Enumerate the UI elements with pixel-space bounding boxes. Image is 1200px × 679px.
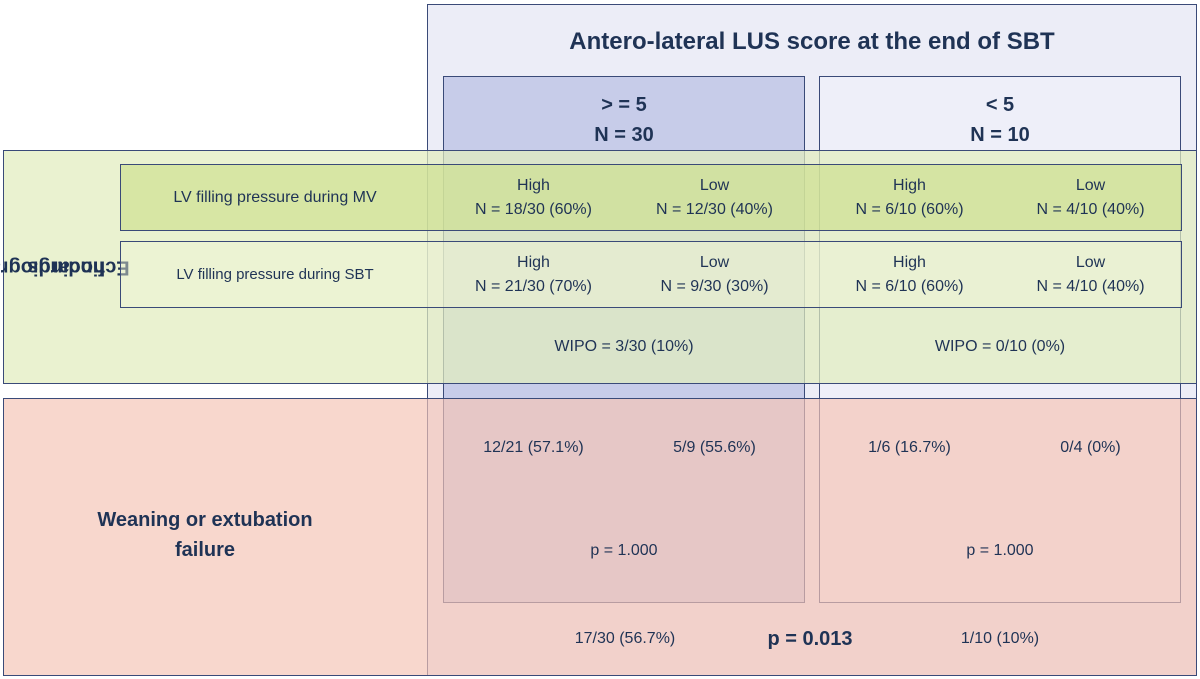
row-mv-label: LV filling pressure during MV [173, 188, 377, 206]
mv-cell-high-high: High N = 18/30 (60%) [443, 164, 624, 231]
cell-level: High [893, 176, 926, 194]
failure-p-low: p = 1.000 [966, 542, 1034, 559]
column-low-header: < 5 N = 10 [819, 88, 1181, 152]
failure-total-high: 17/30 (56.7%) [574, 630, 676, 647]
cell-level: Low [699, 253, 730, 271]
cell-value: N = 6/10 (60%) [855, 200, 964, 218]
cell-value: N = 9/30 (30%) [660, 277, 769, 295]
row-sbt-label: LV filling pressure during SBT [176, 266, 374, 283]
echo-findings-label: Echocardiographic findings [0, 150, 130, 384]
diagram-title: Antero-lateral LUS score at the end of S… [569, 28, 1055, 55]
failure-total-low: 1/10 (10%) [960, 630, 1040, 647]
failure-subgroup-high-high: 12/21 (57.1%) [483, 439, 584, 456]
cell-value: N = 6/10 (60%) [855, 277, 964, 295]
cell-level: Low [1075, 176, 1106, 194]
sbt-cell-high-low: Low N = 9/30 (30%) [624, 241, 805, 308]
column-high-count: N = 30 [594, 124, 654, 146]
failure-label-line1: Weaning or extubation [97, 509, 313, 531]
weaning-failure-band [3, 398, 1197, 676]
cell-value: N = 4/10 (40%) [1036, 200, 1145, 218]
sbt-cell-high-high: High N = 21/30 (70%) [443, 241, 624, 308]
sbt-cell-low-low: Low N = 4/10 (40%) [1000, 241, 1181, 308]
sbt-cell-low-high: High N = 6/10 (60%) [819, 241, 1000, 308]
cell-level: High [517, 176, 550, 194]
wipo-low: WIPO = 0/10 (0%) [934, 338, 1066, 355]
failure-subgroup-high-low: 5/9 (55.6%) [673, 439, 756, 456]
row-lv-pressure-mv [120, 164, 1182, 231]
failure-total-p-value: p = 0.013 [767, 627, 853, 650]
failure-subgroup-low-high: 1/6 (16.7%) [868, 439, 951, 456]
cell-level: High [893, 253, 926, 271]
cell-value: N = 4/10 (40%) [1036, 277, 1145, 295]
cell-value: N = 12/30 (40%) [656, 200, 773, 218]
column-low-count: N = 10 [970, 124, 1030, 146]
cell-level: Low [1075, 253, 1106, 271]
row-lv-pressure-sbt [120, 241, 1182, 308]
mv-cell-low-low: Low N = 4/10 (40%) [1000, 164, 1181, 231]
wipo-high: WIPO = 3/30 (10%) [554, 338, 694, 355]
cell-value: N = 21/30 (70%) [475, 277, 592, 295]
column-low-threshold: < 5 [985, 94, 1015, 116]
mv-cell-high-low: Low N = 12/30 (40%) [624, 164, 805, 231]
failure-subgroup-low-low: 0/4 (0%) [1060, 439, 1121, 456]
column-high-threshold: > = 5 [601, 94, 647, 116]
failure-label-line2: failure [174, 539, 236, 561]
cell-level: Low [699, 176, 730, 194]
failure-p-high: p = 1.000 [590, 542, 658, 559]
cell-value: N = 18/30 (60%) [475, 200, 592, 218]
mv-cell-low-high: High N = 6/10 (60%) [819, 164, 1000, 231]
column-high-header: > = 5 N = 30 [443, 88, 805, 152]
cell-level: High [517, 253, 550, 271]
weaning-failure-label: Weaning or extubation failure [40, 500, 370, 570]
